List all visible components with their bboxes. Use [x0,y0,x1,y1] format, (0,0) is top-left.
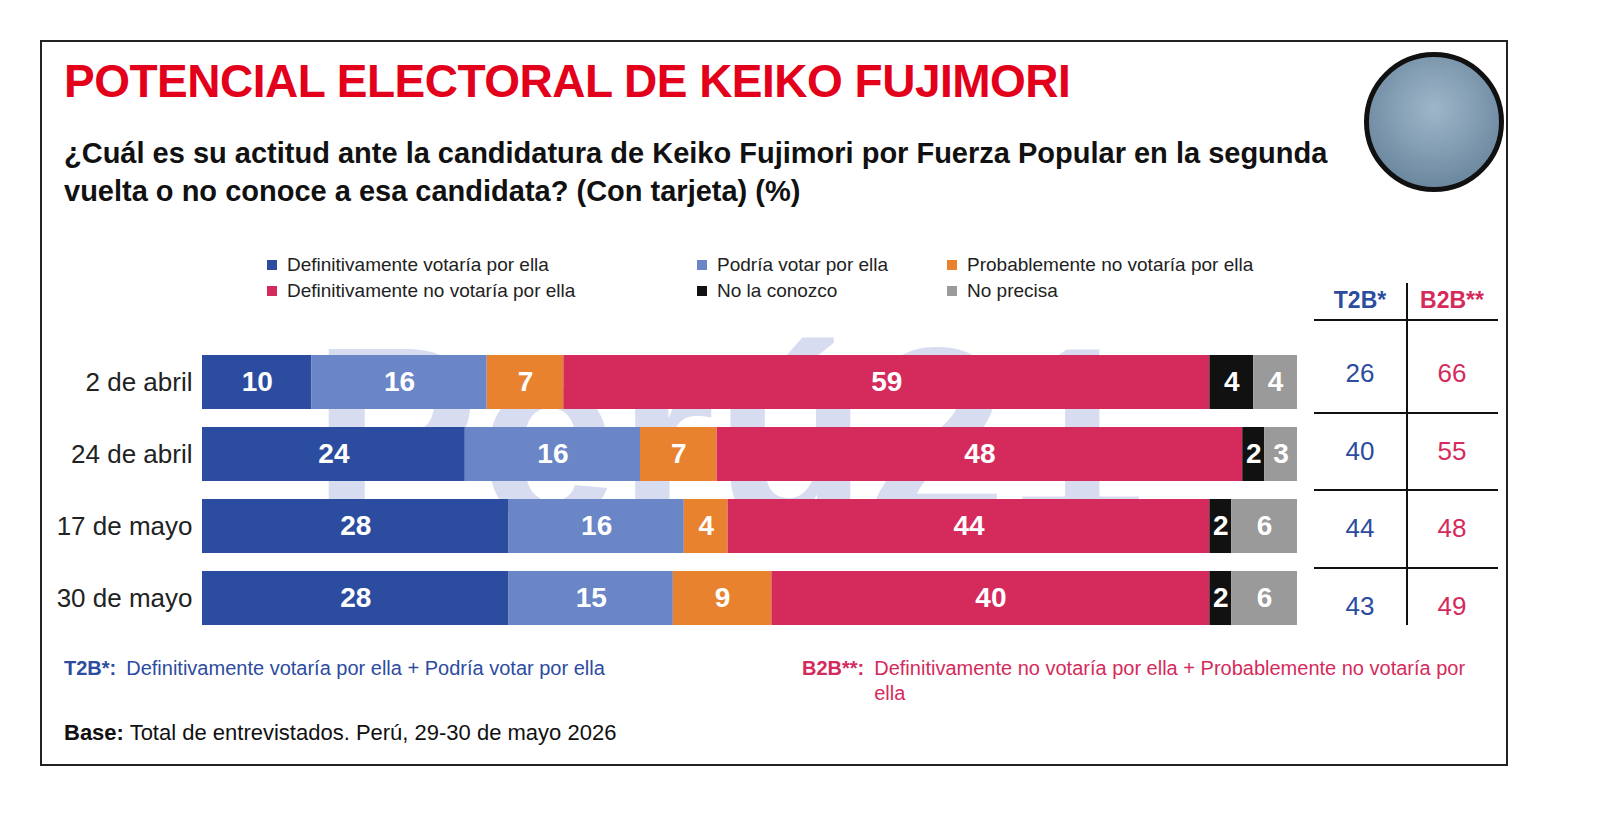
svg-text:6: 6 [1257,582,1273,613]
svg-text:7: 7 [518,366,534,397]
svg-text:16: 16 [537,438,568,469]
svg-text:9: 9 [715,582,731,613]
svg-text:30 de mayo: 30 de mayo [57,583,193,613]
svg-text:16: 16 [581,510,612,541]
svg-text:4: 4 [1224,366,1240,397]
svg-text:24: 24 [318,438,350,469]
svg-text:2: 2 [1213,582,1229,613]
svg-text:4: 4 [1268,366,1284,397]
svg-text:17 de mayo: 17 de mayo [57,511,193,541]
svg-text:28: 28 [340,582,371,613]
svg-text:15: 15 [576,582,607,613]
svg-text:59: 59 [871,366,902,397]
svg-text:24 de abril: 24 de abril [71,439,192,469]
svg-text:2 de abril: 2 de abril [86,367,193,397]
svg-text:44: 44 [953,510,985,541]
svg-text:4: 4 [698,510,714,541]
svg-text:40: 40 [975,582,1006,613]
svg-text:16: 16 [384,366,415,397]
svg-text:7: 7 [671,438,687,469]
svg-text:6: 6 [1257,510,1273,541]
svg-text:3: 3 [1273,438,1289,469]
svg-text:2: 2 [1246,438,1262,469]
svg-text:48: 48 [964,438,995,469]
svg-text:2: 2 [1213,510,1229,541]
svg-text:28: 28 [340,510,371,541]
svg-text:10: 10 [242,366,273,397]
